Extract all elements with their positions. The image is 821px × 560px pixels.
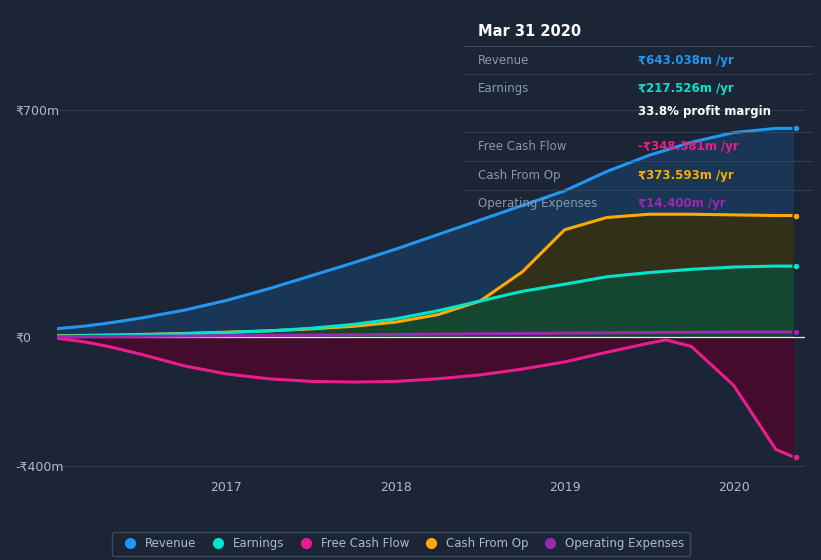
- Text: Free Cash Flow: Free Cash Flow: [478, 140, 566, 153]
- Text: 33.8% profit margin: 33.8% profit margin: [639, 105, 771, 118]
- Text: Revenue: Revenue: [478, 54, 530, 67]
- Text: ₹217.526m /yr: ₹217.526m /yr: [639, 82, 734, 95]
- Text: Operating Expenses: Operating Expenses: [478, 198, 597, 211]
- Text: ₹643.038m /yr: ₹643.038m /yr: [639, 54, 734, 67]
- Text: -₹348.381m /yr: -₹348.381m /yr: [639, 140, 739, 153]
- Text: Earnings: Earnings: [478, 82, 530, 95]
- Text: Mar 31 2020: Mar 31 2020: [478, 24, 581, 39]
- Legend: Revenue, Earnings, Free Cash Flow, Cash From Op, Operating Expenses: Revenue, Earnings, Free Cash Flow, Cash …: [112, 531, 690, 556]
- Text: ₹14.400m /yr: ₹14.400m /yr: [639, 198, 726, 211]
- Text: Cash From Op: Cash From Op: [478, 169, 560, 181]
- Text: ₹373.593m /yr: ₹373.593m /yr: [639, 169, 734, 181]
